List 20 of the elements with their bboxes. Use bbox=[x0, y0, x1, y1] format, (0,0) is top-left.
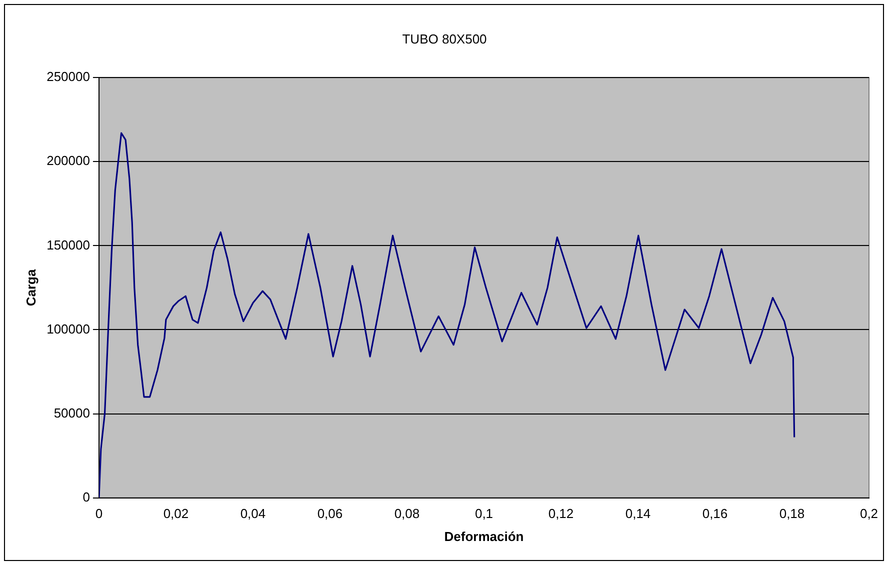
y-axis-title: Carga bbox=[23, 268, 38, 306]
x-tick-label: 0,04 bbox=[240, 506, 266, 522]
y-tick-label: 100000 bbox=[46, 321, 90, 336]
x-tick-label: 0,12 bbox=[548, 506, 574, 522]
x-tick-label: 0,1 bbox=[474, 506, 494, 522]
x-tick-label: 0,08 bbox=[394, 506, 420, 522]
x-tick-label: 0,16 bbox=[702, 506, 728, 522]
x-tick-label: 0,02 bbox=[163, 506, 189, 522]
x-tick-label: 0 bbox=[95, 506, 103, 522]
x-tick-label: 0,2 bbox=[860, 506, 878, 522]
y-tick-label: 0 bbox=[82, 489, 90, 504]
x-tick-label: 0,14 bbox=[625, 506, 651, 522]
y-tick-label: 200000 bbox=[46, 153, 90, 168]
y-tick-label: 150000 bbox=[46, 237, 90, 252]
x-tick-label: 0,06 bbox=[317, 506, 343, 522]
chart-title: TUBO 80X500 bbox=[402, 31, 487, 46]
x-axis-title: Deformación bbox=[444, 528, 524, 544]
x-tick-label: 0,18 bbox=[779, 506, 805, 522]
y-tick-label: 50000 bbox=[54, 405, 90, 420]
y-tick-label: 250000 bbox=[46, 69, 90, 84]
